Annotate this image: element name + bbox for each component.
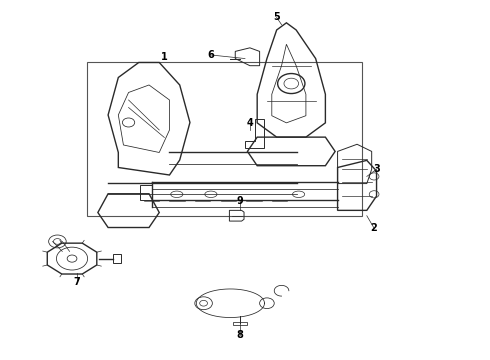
Text: 1: 1 [161,52,168,62]
Text: 7: 7 [74,277,80,287]
Text: 5: 5 [273,13,280,22]
Bar [233,322,247,325]
Text: 9: 9 [237,197,244,206]
Text: 3: 3 [373,164,380,174]
Text: 8: 8 [237,330,244,341]
Text: 2: 2 [371,223,377,233]
Bar [87,62,362,216]
Text: 6: 6 [208,50,214,60]
Text: 4: 4 [246,118,253,128]
Bar [140,185,152,200]
